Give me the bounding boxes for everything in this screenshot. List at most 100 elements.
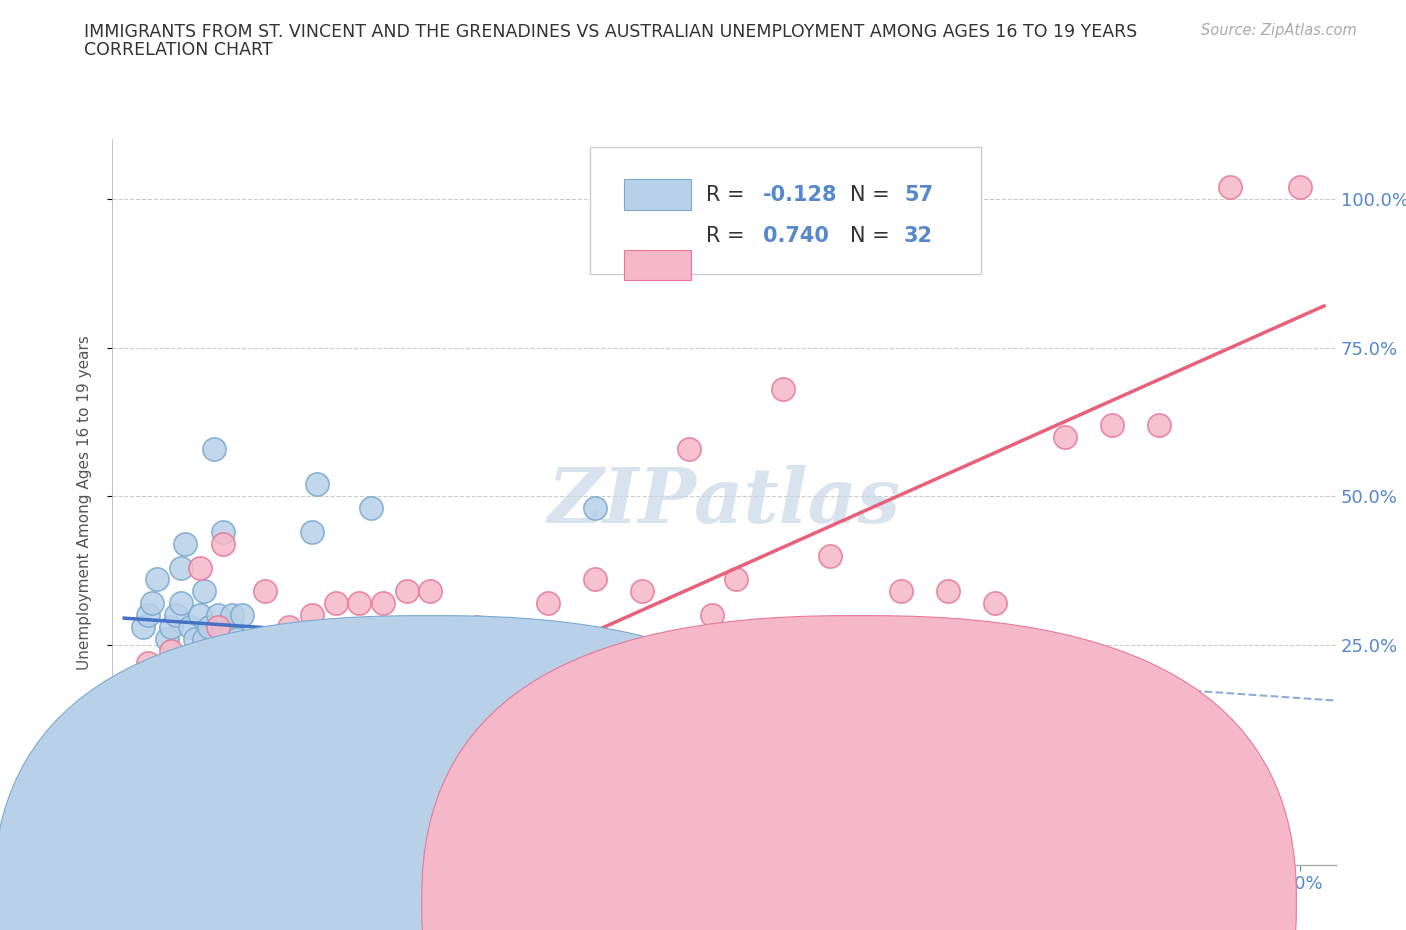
Point	[231, 644, 253, 658]
Point	[630, 584, 652, 599]
Point	[1054, 751, 1077, 765]
Point	[155, 631, 177, 646]
Point	[212, 537, 235, 551]
Point	[983, 596, 1005, 611]
Point	[583, 572, 606, 587]
Text: 57: 57	[904, 185, 934, 205]
Point	[160, 619, 183, 634]
Point	[301, 525, 323, 539]
Point	[188, 607, 211, 622]
Point	[235, 656, 257, 671]
Point	[207, 607, 229, 622]
Point	[179, 619, 201, 634]
Point	[537, 703, 560, 718]
Point	[866, 798, 889, 813]
Point	[395, 691, 418, 706]
Text: N =: N =	[851, 226, 897, 246]
Point	[277, 667, 299, 682]
FancyBboxPatch shape	[624, 250, 692, 280]
Point	[207, 644, 229, 658]
Point	[277, 619, 299, 634]
Point	[136, 656, 159, 671]
Point	[136, 607, 159, 622]
Text: R =: R =	[706, 226, 751, 246]
Point	[1054, 430, 1077, 445]
Point	[678, 441, 700, 456]
Text: 32: 32	[904, 226, 934, 246]
Point	[349, 644, 371, 658]
Point	[221, 607, 243, 622]
Point	[193, 631, 215, 646]
Point	[188, 560, 211, 575]
Point	[607, 703, 630, 718]
Point	[818, 549, 841, 564]
Point	[198, 619, 221, 634]
Point	[1219, 179, 1241, 194]
Y-axis label: Unemployment Among Ages 16 to 19 years: Unemployment Among Ages 16 to 19 years	[77, 335, 91, 670]
Point	[560, 691, 582, 706]
Point	[254, 656, 277, 671]
Text: N =: N =	[851, 185, 897, 205]
FancyBboxPatch shape	[624, 179, 692, 210]
Point	[141, 596, 163, 611]
Point	[912, 810, 935, 825]
Point	[221, 619, 243, 634]
Point	[1149, 418, 1171, 432]
Text: CORRELATION CHART: CORRELATION CHART	[84, 41, 273, 59]
Text: Australians: Australians	[879, 891, 972, 910]
Point	[283, 631, 305, 646]
Point	[165, 607, 187, 622]
Point	[132, 619, 155, 634]
Point	[1241, 810, 1264, 825]
Text: Source: ZipAtlas.com: Source: ZipAtlas.com	[1201, 23, 1357, 38]
Point	[160, 644, 183, 658]
Point	[465, 619, 488, 634]
Point	[254, 584, 277, 599]
Point	[349, 596, 371, 611]
Point	[818, 798, 841, 813]
Point	[212, 619, 235, 634]
Point	[537, 596, 560, 611]
Text: Immigrants from St. Vincent and the Grenadines: Immigrants from St. Vincent and the Gren…	[450, 891, 853, 910]
Point	[1195, 751, 1218, 765]
Point	[583, 500, 606, 515]
Point	[217, 631, 239, 646]
Point	[724, 572, 747, 587]
Point	[174, 537, 197, 551]
Point	[960, 810, 983, 825]
Point	[772, 382, 794, 397]
Point	[1125, 810, 1147, 825]
Point	[207, 619, 229, 634]
Point	[630, 679, 652, 694]
Point	[226, 631, 249, 646]
Point	[702, 607, 724, 622]
Point	[202, 441, 225, 456]
Point	[146, 572, 169, 587]
Point	[170, 560, 193, 575]
Text: ZIPatlas: ZIPatlas	[547, 465, 901, 539]
Point	[465, 679, 488, 694]
Text: IMMIGRANTS FROM ST. VINCENT AND THE GRENADINES VS AUSTRALIAN UNEMPLOYMENT AMONG : IMMIGRANTS FROM ST. VINCENT AND THE GREN…	[84, 23, 1137, 41]
Point	[1289, 179, 1312, 194]
FancyBboxPatch shape	[589, 147, 981, 273]
Point	[395, 584, 418, 599]
Point	[329, 631, 352, 646]
Point	[170, 596, 193, 611]
Point	[325, 691, 347, 706]
Point	[936, 584, 959, 599]
Point	[371, 691, 394, 706]
Point	[301, 607, 323, 622]
Point	[307, 477, 329, 492]
Point	[1101, 418, 1123, 432]
Point	[702, 703, 724, 718]
Point	[371, 596, 394, 611]
Text: 0.740: 0.740	[763, 226, 830, 246]
Point	[179, 656, 201, 671]
Point	[489, 691, 512, 706]
Point	[419, 584, 441, 599]
Point	[231, 607, 253, 622]
Point	[184, 631, 207, 646]
Point	[212, 525, 235, 539]
Point	[325, 596, 347, 611]
Point	[772, 656, 794, 671]
